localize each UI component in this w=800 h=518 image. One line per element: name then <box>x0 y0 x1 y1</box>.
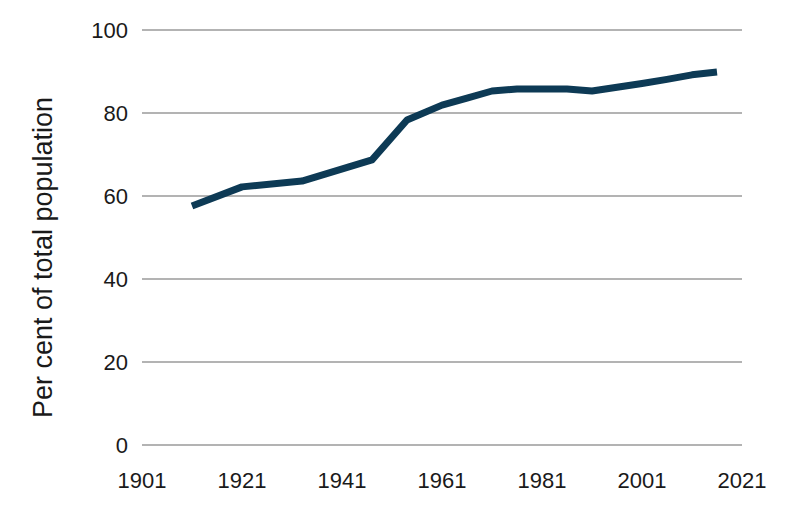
y-tick-label: 40 <box>104 267 128 292</box>
y-tick-label: 100 <box>91 18 128 43</box>
grid-line <box>142 29 742 31</box>
x-tick-label: 1941 <box>318 468 367 493</box>
grid-line <box>142 361 742 363</box>
x-tick-label: 1961 <box>418 468 467 493</box>
x-tick-label: 1901 <box>118 468 167 493</box>
grid-line <box>142 112 742 114</box>
x-tick-label: 2021 <box>718 468 767 493</box>
plot-area <box>192 72 717 206</box>
y-axis-label: Per cent of total population <box>28 97 58 418</box>
x-tick-label: 1921 <box>218 468 267 493</box>
y-tick-label: 20 <box>104 350 128 375</box>
x-tick-label: 1981 <box>518 468 567 493</box>
grid-line <box>142 195 742 197</box>
y-tick-label: 60 <box>104 184 128 209</box>
x-tick-label: 2001 <box>618 468 667 493</box>
y-tick-label: 80 <box>104 101 128 126</box>
y-tick-label: 0 <box>116 433 128 458</box>
grid-line <box>142 444 742 446</box>
chart: 0 20 40 60 80 100 1901 1921 1941 1961 1981 2001 2021… <box>0 0 800 518</box>
grid-line <box>142 278 742 280</box>
data-line <box>192 72 717 206</box>
